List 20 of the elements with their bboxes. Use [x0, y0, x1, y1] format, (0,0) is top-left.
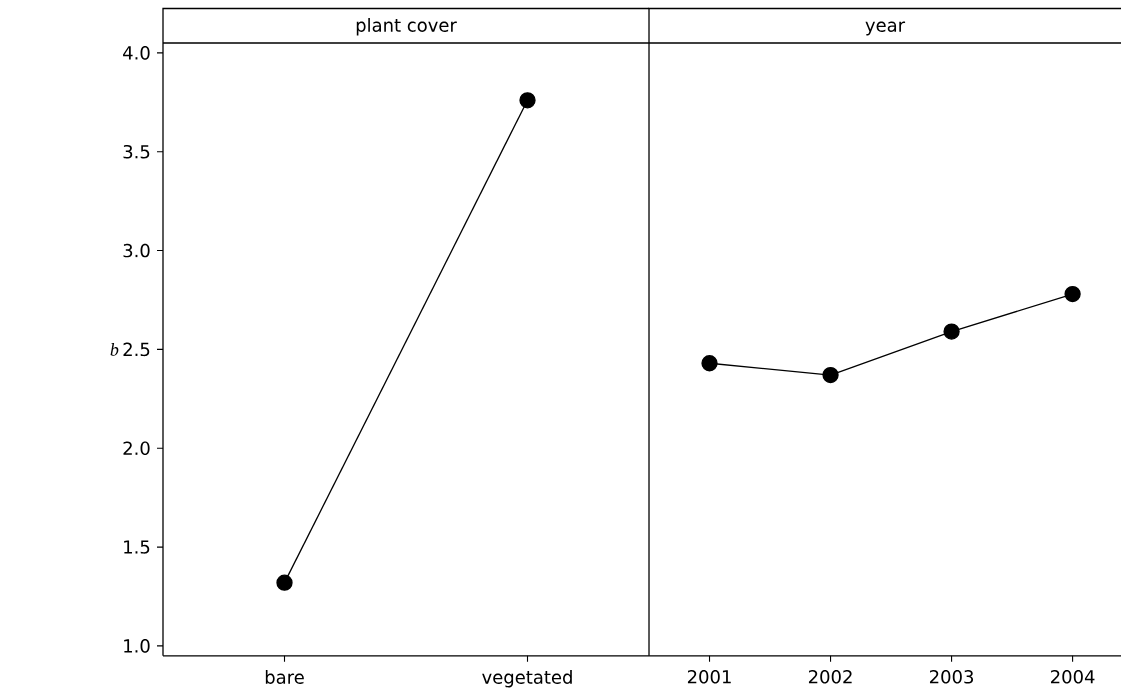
y-tick-label: 2.0: [123, 441, 150, 456]
point: [701, 355, 718, 372]
y-tick-label: 2.5: [123, 342, 150, 357]
y-tick-label: 1.0: [124, 639, 150, 653]
point: [943, 323, 960, 340]
x-tick-label: 2001: [687, 670, 731, 684]
x-tick-label: 2002: [808, 670, 852, 684]
y-axis-title: b: [110, 343, 119, 356]
y-tick-label: 1.5: [124, 540, 150, 554]
x-tick-label: vegetated: [482, 670, 572, 688]
point: [1064, 285, 1081, 303]
x-tick-label: 2003: [929, 670, 974, 684]
chart-title: year: [865, 21, 906, 36]
point: [822, 366, 839, 384]
y-tick-label: 3.5: [123, 144, 150, 159]
chart-title: plant cover: [356, 17, 457, 36]
y-tick-label: 3.0: [123, 243, 150, 258]
x-tick-label: 2004: [1051, 670, 1095, 684]
y-tick-label: 4.0: [123, 46, 150, 60]
x-tick-label: bare: [265, 670, 304, 684]
